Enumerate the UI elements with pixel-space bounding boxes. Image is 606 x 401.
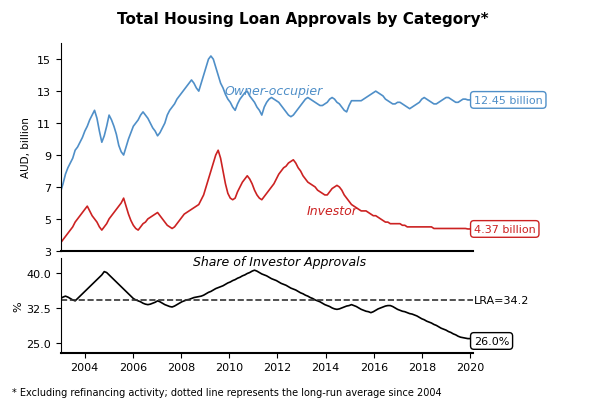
- Y-axis label: AUD, billion: AUD, billion: [21, 117, 32, 178]
- Text: Total Housing Loan Approvals by Category*: Total Housing Loan Approvals by Category…: [117, 12, 489, 27]
- Text: Share of Investor Approvals: Share of Investor Approvals: [193, 256, 366, 269]
- Text: Owner-occupier: Owner-occupier: [224, 85, 323, 98]
- Text: * Excluding refinancing activity; dotted line represents the long-run average si: * Excluding refinancing activity; dotted…: [12, 387, 442, 397]
- Y-axis label: %: %: [13, 300, 24, 311]
- Text: Investor: Investor: [307, 205, 358, 218]
- Text: LRA=34.2: LRA=34.2: [474, 295, 529, 305]
- Text: 26.0%: 26.0%: [474, 336, 509, 346]
- Text: 4.37 billion: 4.37 billion: [474, 225, 536, 234]
- Text: 12.45 billion: 12.45 billion: [474, 96, 542, 105]
